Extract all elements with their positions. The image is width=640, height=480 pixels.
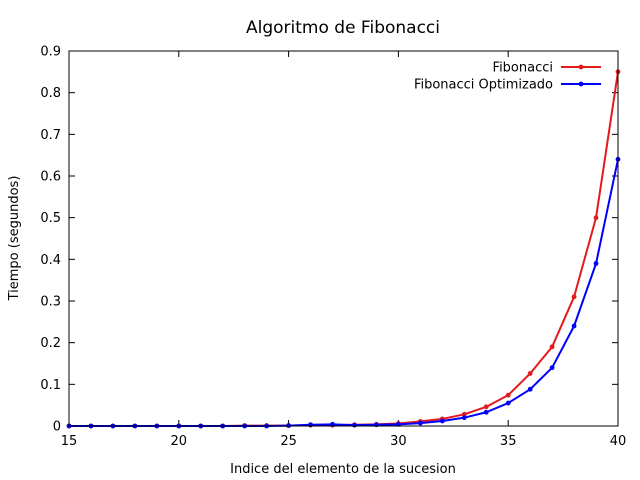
series-0-point <box>527 371 533 376</box>
series-1-point <box>439 418 445 424</box>
y-tick-label: 0.7 <box>40 128 61 143</box>
y-tick-label: 0.5 <box>40 211 61 226</box>
series-0-point <box>571 294 577 300</box>
x-tick-label: 25 <box>280 434 297 449</box>
x-tick-label: 35 <box>500 434 517 449</box>
x-tick-label: 40 <box>610 434 627 449</box>
series-1-point <box>352 422 357 428</box>
series-1-point <box>549 365 555 371</box>
x-tick-label: 30 <box>390 434 407 449</box>
y-tick-label: 0.4 <box>40 253 61 268</box>
x-tick-label: 20 <box>171 434 188 449</box>
series-0-point <box>505 392 511 398</box>
series-0-point <box>593 215 599 221</box>
series-1-point <box>593 261 599 266</box>
y-tick-label: 0.2 <box>40 336 61 351</box>
y-tick-label: 0.8 <box>40 86 61 101</box>
series-line-0 <box>69 71 619 427</box>
legend-label-1: Fibonacci Optimizado <box>414 78 553 93</box>
y-tick-label: 0.1 <box>40 378 61 393</box>
series-0-point <box>483 404 489 410</box>
legend-marker-1 <box>578 81 584 87</box>
series-1-point <box>483 409 489 415</box>
series-0-point <box>461 411 467 417</box>
series-line-1 <box>69 159 619 427</box>
series-1-point <box>505 400 511 406</box>
y-tick-label: 0.9 <box>40 45 61 60</box>
y-tick-label: 0 <box>53 420 61 435</box>
series-0-point <box>549 344 555 350</box>
series-1-point <box>417 420 423 426</box>
x-tick-label: 15 <box>61 434 78 449</box>
chart-title: Algoritmo de Fibonacci <box>246 18 440 38</box>
series-1-point <box>527 386 533 392</box>
y-axis-label: Tiempo (segundos) <box>7 176 22 302</box>
plot-frame <box>68 50 619 427</box>
y-tick-label: 0.3 <box>40 295 61 310</box>
y-tick-label: 0.6 <box>40 170 61 185</box>
legend-label-0: Fibonacci <box>493 61 553 76</box>
legend-marker-0 <box>578 64 584 70</box>
series-1-point <box>461 415 467 421</box>
series-1-point <box>571 323 577 329</box>
x-axis-label: Indice del elemento de la sucesion <box>230 462 456 477</box>
